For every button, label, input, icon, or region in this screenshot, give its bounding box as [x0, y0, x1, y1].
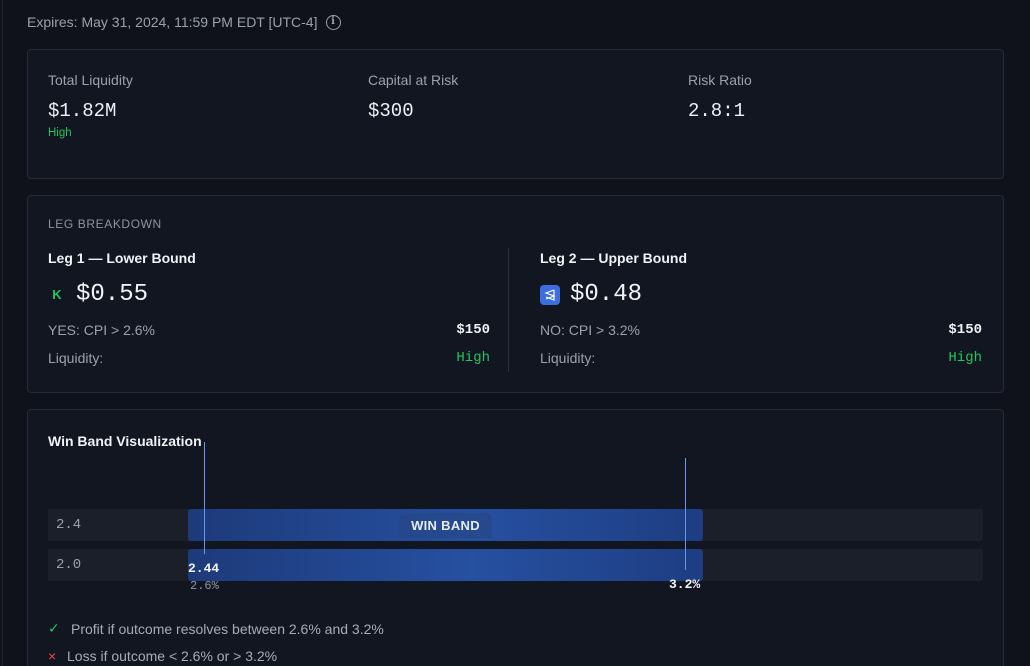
- win-band-card: Win Band Visualization 2.4 WIN BAND 2.0 …: [27, 409, 1004, 666]
- risk-ratio-metric: Risk Ratio 2.8:1: [688, 72, 752, 122]
- leg-2-title: Leg 2 — Upper Bound: [540, 250, 687, 266]
- band-track-lower: 2.0: [48, 549, 983, 581]
- track-label-upper: 2.4: [56, 517, 82, 533]
- total-liquidity-metric: Total Liquidity $1.82M High: [48, 72, 133, 139]
- summary-card: Total Liquidity $1.82M High Capital at R…: [27, 49, 1004, 179]
- win-band-title: Win Band Visualization: [48, 433, 202, 449]
- track-label-lower: 2.0: [56, 557, 82, 573]
- left-border: [2, 0, 3, 666]
- leg-2-liquidity-value: High: [948, 350, 982, 366]
- win-band-bar-lower: [188, 549, 703, 581]
- profit-row: ✓ Profit if outcome resolves between 2.6…: [48, 620, 384, 637]
- leg-divider: [508, 248, 509, 372]
- leg-breakdown-card: LEG BREAKDOWN Leg 1 — Lower Bound K $0.5…: [27, 195, 1004, 393]
- polymarket-icon: [540, 284, 560, 305]
- leg-breakdown-title: LEG BREAKDOWN: [48, 217, 162, 231]
- leg-2-position: NO: CPI > 3.2%: [540, 322, 640, 338]
- lower-marker-value: 2.44: [188, 561, 220, 576]
- risk-ratio-value: 2.8:1: [688, 100, 746, 122]
- capital-at-risk-label: Capital at Risk: [368, 72, 459, 88]
- leg-1-title: Leg 1 — Lower Bound: [48, 250, 196, 266]
- leg-2-price: $0.48: [570, 281, 643, 308]
- leg-1-liquidity-value: High: [456, 350, 490, 366]
- leg-1-amount: $150: [456, 322, 490, 338]
- upper-bound-line: [685, 458, 686, 570]
- expiry-text: Expires: May 31, 2024, 11:59 PM EDT [UTC…: [27, 14, 318, 30]
- expiry-line: Expires: May 31, 2024, 11:59 PM EDT [UTC…: [27, 14, 341, 30]
- leg-1-position: YES: CPI > 2.6%: [48, 322, 155, 338]
- total-liquidity-status: High: [48, 127, 72, 139]
- leg-1: Leg 1 — Lower Bound K $0.55 YES: CPI > 2…: [48, 250, 490, 366]
- profit-text: Profit if outcome resolves between 2.6% …: [71, 620, 384, 637]
- check-icon: ✓: [48, 620, 60, 636]
- leg-1-price: $0.55: [76, 281, 149, 308]
- win-band-label-text: WIN BAND: [399, 512, 492, 538]
- capital-at-risk-value: $300: [368, 100, 414, 122]
- lower-bound-line: [204, 442, 205, 554]
- cross-icon: ×: [48, 648, 57, 664]
- capital-at-risk-metric: Capital at Risk $300: [368, 72, 458, 122]
- upper-marker-value: 3.2%: [669, 577, 701, 592]
- leg-1-liquidity-label: Liquidity:: [48, 350, 104, 366]
- kalshi-icon: K: [52, 287, 62, 302]
- loss-row: × Loss if outcome < 2.6% or > 3.2%: [48, 648, 277, 664]
- total-liquidity-value: $1.82M: [48, 100, 117, 122]
- info-icon[interactable]: i: [325, 14, 341, 30]
- band-track-upper: 2.4 WIN BAND: [48, 509, 983, 541]
- leg-2: Leg 2 — Upper Bound $0.48 NO: CPI > 3.2%…: [540, 250, 982, 366]
- risk-ratio-label: Risk Ratio: [688, 72, 752, 88]
- total-liquidity-label: Total Liquidity: [48, 72, 133, 88]
- lower-marker-sub: 2.6%: [190, 579, 219, 593]
- leg-2-liquidity-label: Liquidity:: [540, 350, 596, 366]
- win-band-label: WIN BAND: [188, 509, 703, 541]
- leg-2-amount: $150: [948, 322, 982, 338]
- loss-text: Loss if outcome < 2.6% or > 3.2%: [67, 648, 278, 664]
